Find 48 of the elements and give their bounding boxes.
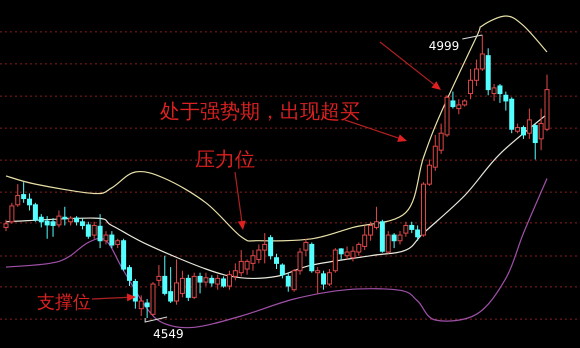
candlestick — [315, 266, 320, 294]
candlestick — [450, 91, 456, 110]
candlestick — [115, 238, 120, 249]
candlestick — [221, 276, 226, 288]
candlestick — [397, 230, 402, 245]
annotation: 支撑位 — [37, 292, 91, 313]
candlestick — [321, 270, 326, 290]
candlestick — [198, 272, 203, 294]
candlestick — [215, 274, 220, 290]
annotation: 处于强势期，出现超买 — [160, 99, 360, 123]
candlestick — [386, 230, 391, 254]
candlestick — [203, 272, 208, 287]
candlestick — [532, 123, 538, 160]
candlestick — [9, 202, 14, 224]
candlestick — [156, 264, 162, 287]
candlestick — [132, 278, 138, 310]
candlestick — [392, 232, 397, 249]
candlestick — [4, 219, 8, 232]
candlestick — [92, 221, 97, 240]
candlestick — [280, 262, 285, 279]
annotation: 4999 — [428, 39, 460, 53]
candlestick — [274, 253, 279, 270]
candlestick — [68, 216, 74, 226]
candlestick — [515, 123, 520, 134]
candlestick — [56, 210, 62, 228]
candlestick — [497, 83, 502, 104]
candlestick — [520, 125, 526, 140]
candlestick — [109, 230, 114, 249]
candlestick — [303, 238, 308, 256]
candlestick — [286, 272, 291, 292]
candlestick — [268, 234, 274, 260]
candlestick — [338, 248, 344, 260]
candlestick — [138, 294, 144, 317]
annotation: 压力位 — [195, 147, 255, 171]
candlestick — [103, 230, 108, 245]
candlestick — [186, 274, 191, 302]
candlestick — [192, 272, 197, 300]
candlestick — [326, 268, 332, 287]
candlestick — [492, 83, 497, 102]
text: 4549 — [153, 327, 184, 341]
candlestick — [526, 108, 532, 140]
candlestick — [98, 214, 103, 249]
candlestick — [144, 298, 150, 318]
candlestick — [62, 206, 68, 226]
candlestick — [209, 274, 214, 288]
candlestick — [332, 248, 338, 274]
candlestick — [15, 184, 20, 208]
candlestick — [403, 221, 408, 238]
